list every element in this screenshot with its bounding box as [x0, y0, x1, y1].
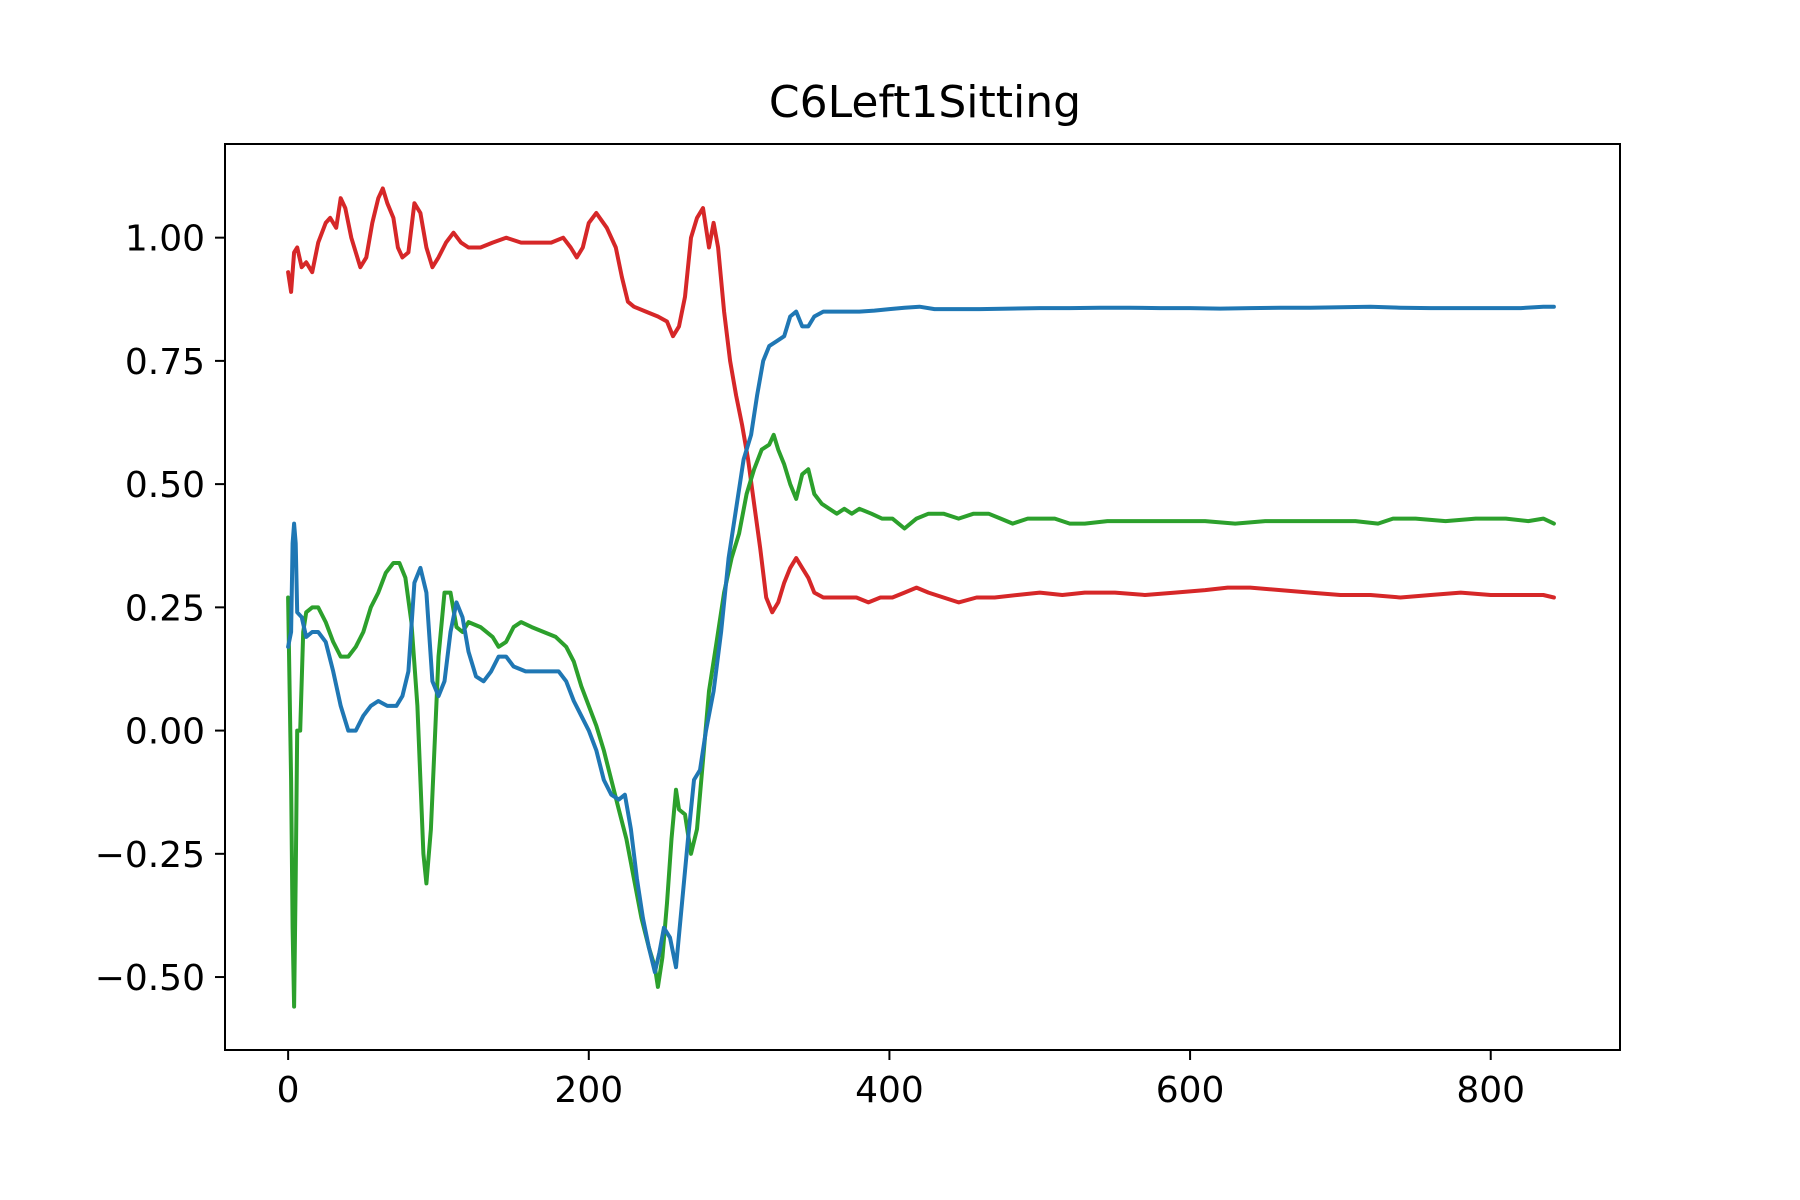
x-tick-label: 200	[554, 1070, 623, 1111]
series-line-3	[286, 304, 1556, 975]
x-tick-label: 0	[277, 1070, 300, 1111]
y-tick-label: 0.00	[125, 712, 205, 753]
x-axis: 0 200 400 600 800	[277, 1050, 1525, 1111]
y-tick-label: −0.25	[95, 835, 205, 876]
chart-title: C6Left1Sitting	[769, 77, 1081, 128]
series-group	[286, 186, 1556, 1009]
y-tick-label: 1.00	[125, 219, 205, 260]
x-tick-label: 400	[855, 1070, 924, 1111]
plot-frame	[224, 143, 1621, 1051]
plot-area: 0 200 400 600 800 −0.50 −0.25 0.00 0.25 0.50 0.75…	[95, 143, 1621, 1111]
series-line-2	[286, 432, 1556, 1009]
y-tick-label: 0.75	[125, 342, 205, 383]
series-line-1	[286, 186, 1556, 615]
x-tick-label: 800	[1456, 1070, 1525, 1111]
y-axis: −0.50 −0.25 0.00 0.25 0.50 0.75 1.00	[95, 219, 225, 999]
y-tick-label: 0.50	[125, 465, 205, 506]
x-tick-label: 600	[1156, 1070, 1225, 1111]
y-tick-label: 0.25	[125, 588, 205, 629]
y-tick-label: −0.50	[95, 958, 205, 999]
